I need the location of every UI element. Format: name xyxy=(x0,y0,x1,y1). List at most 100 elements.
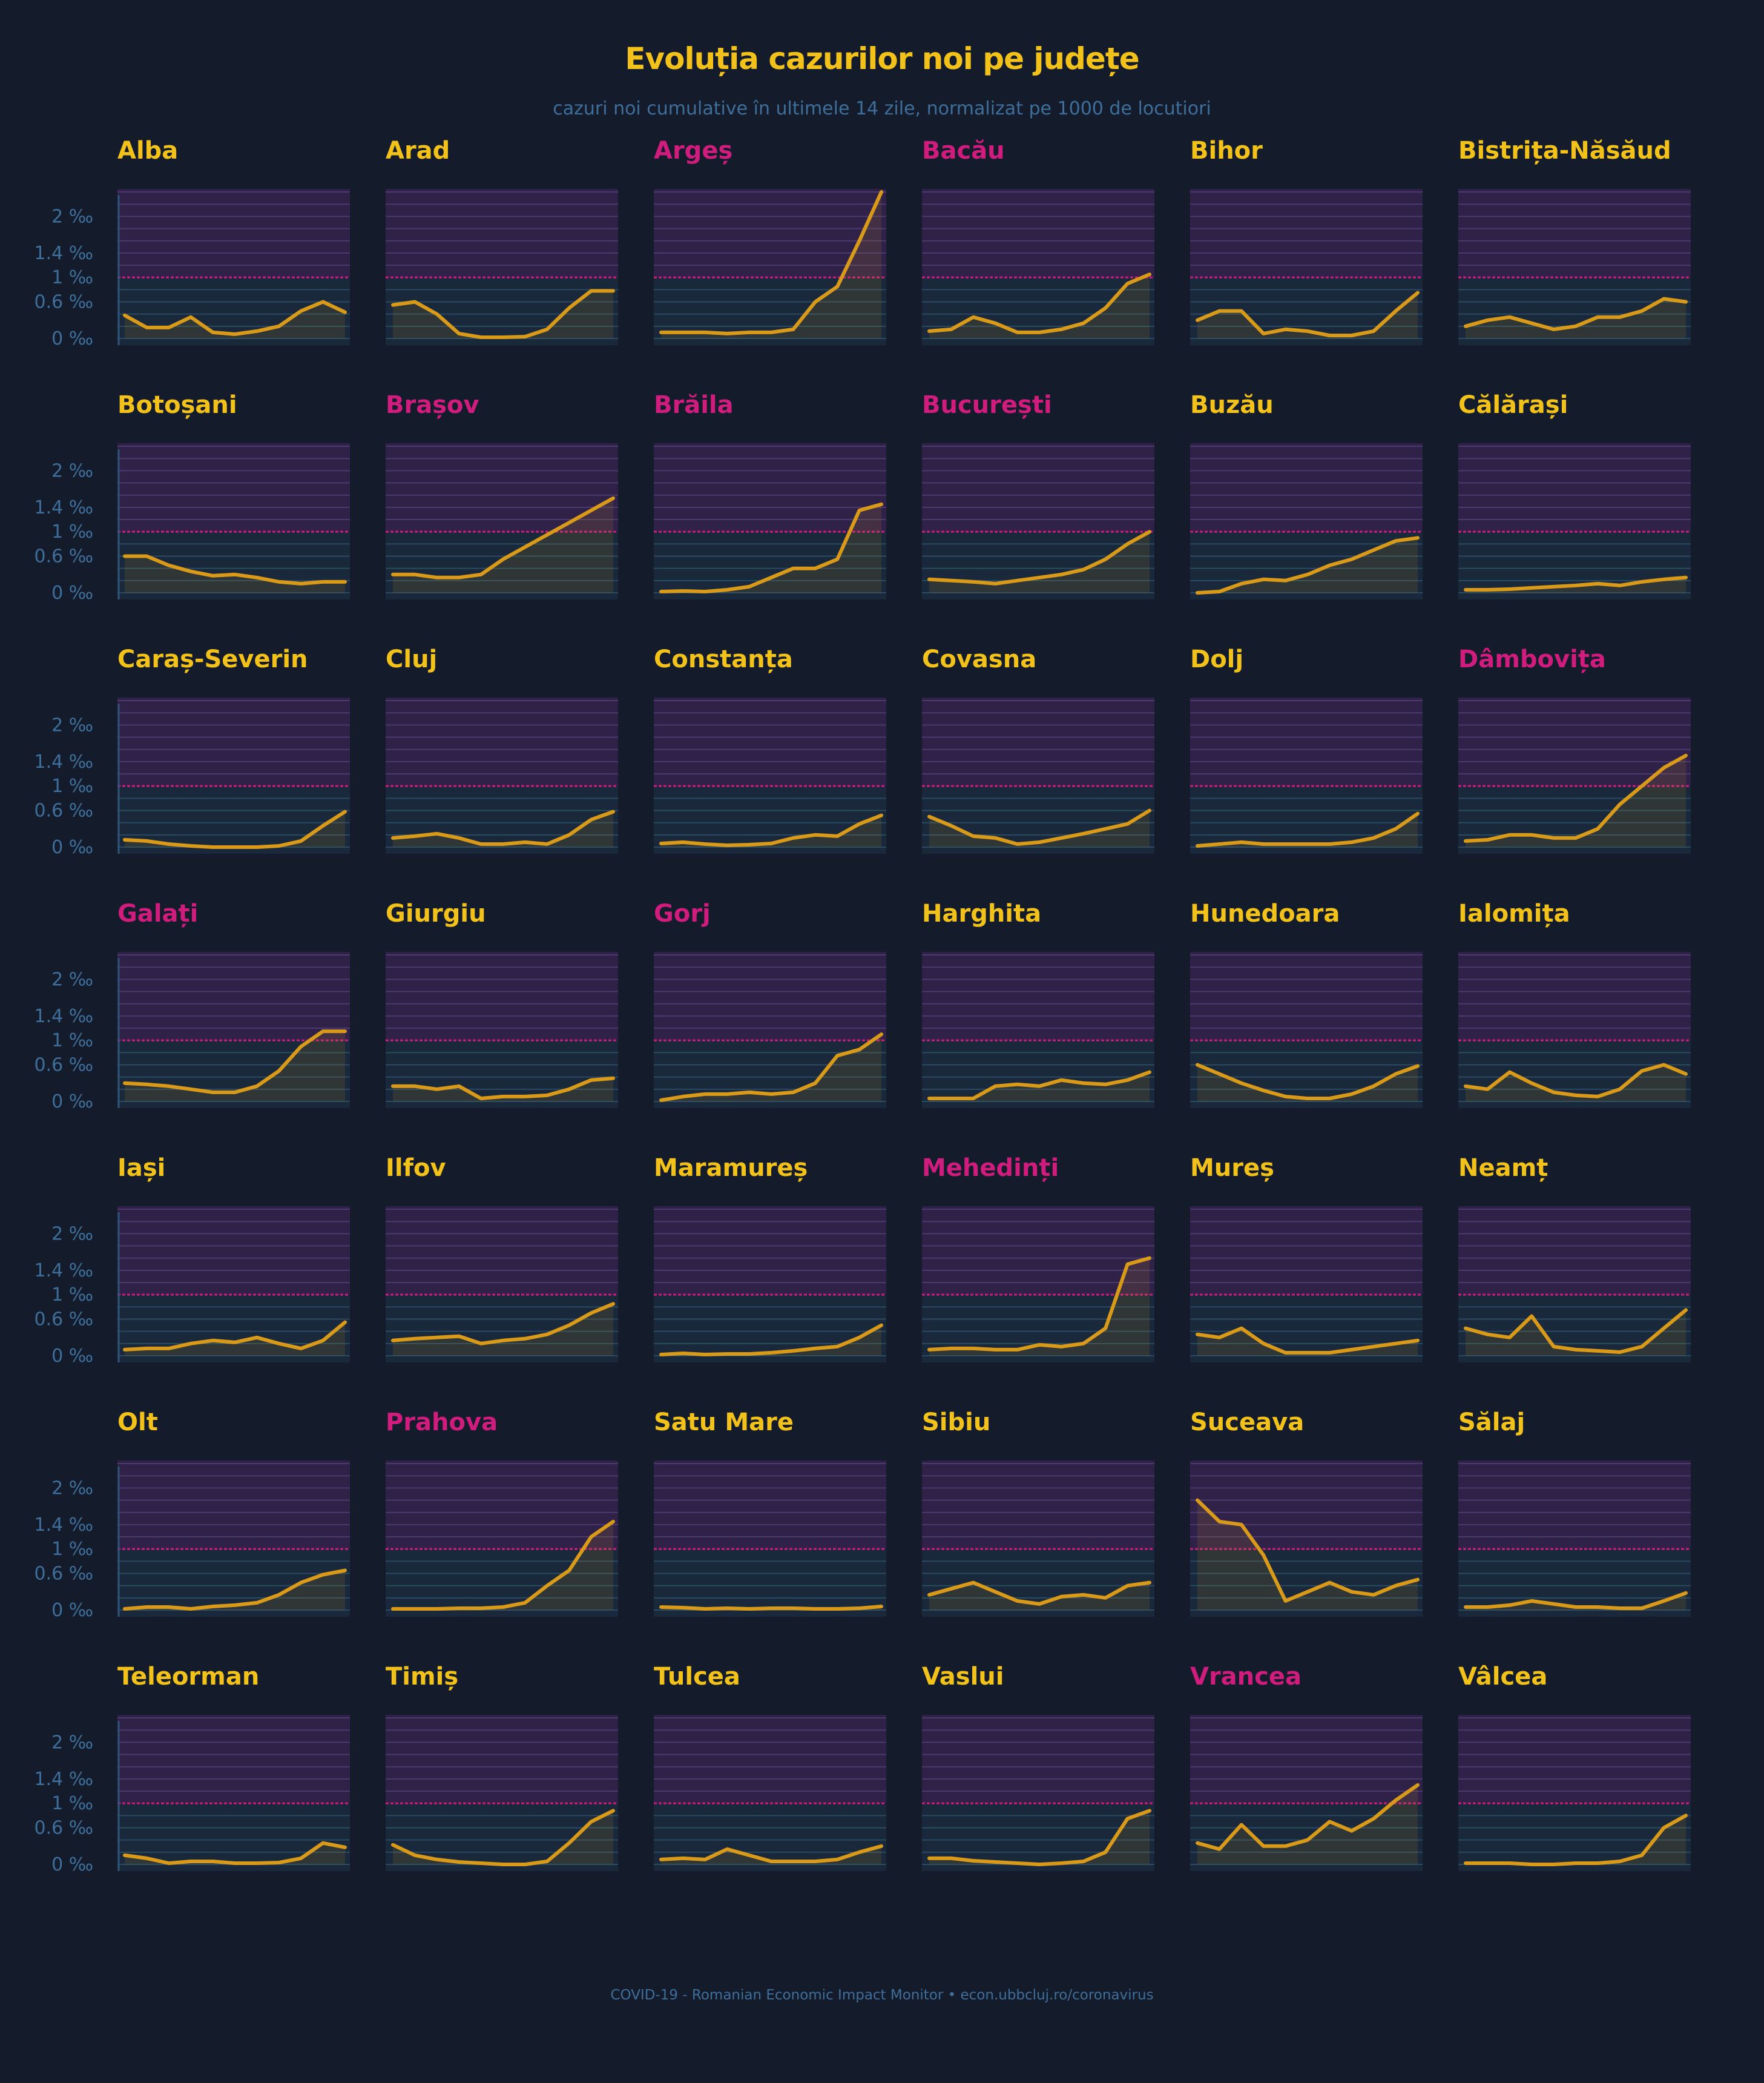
panel-39: Tulcea xyxy=(654,1663,886,1871)
panel-title: Giurgiu xyxy=(386,900,486,928)
y-tick-label: 0 ‰ xyxy=(51,837,93,858)
series-line xyxy=(391,289,615,339)
low-zone xyxy=(386,1803,618,1871)
high-zone xyxy=(1190,189,1423,278)
panel-33: Satu Mare xyxy=(654,1408,886,1617)
high-zone xyxy=(117,443,350,532)
panel-title: Galați xyxy=(117,900,198,928)
series-line xyxy=(391,810,615,846)
panel-title: Mehedinți xyxy=(922,1154,1059,1182)
series-area xyxy=(661,504,881,593)
y-tick-label: 1 ‰ xyxy=(51,521,93,543)
series-line xyxy=(1464,753,1688,843)
series-area xyxy=(1466,1065,1686,1101)
y-tick-label: 2 ‰ xyxy=(51,715,93,736)
y-tick-label: 1.4 ‰ xyxy=(35,1514,94,1536)
panel-18: Dâmbovița xyxy=(1458,645,1691,854)
y-tick-label: 0 ‰ xyxy=(51,1854,93,1875)
panel-24: Ialomița xyxy=(1458,900,1691,1108)
panel-28: Mehedinți xyxy=(922,1154,1154,1362)
panel-title: Neamț xyxy=(1458,1154,1548,1182)
panel-title: Buzău xyxy=(1190,391,1274,419)
y-tick-label: 2 ‰ xyxy=(51,1477,93,1499)
panel-22: Harghita xyxy=(922,900,1154,1108)
panel-title: Constanța xyxy=(654,645,793,673)
high-zone xyxy=(117,1206,350,1295)
y-tick-label: 0.6 ‰ xyxy=(35,801,94,822)
y-tick-label: 0 ‰ xyxy=(51,328,93,349)
high-zone xyxy=(1458,952,1691,1041)
series-area xyxy=(125,1570,345,1610)
series-line xyxy=(1464,297,1688,331)
high-zone xyxy=(922,1461,1154,1550)
panel-title: Maramureș xyxy=(654,1154,808,1182)
y-tick-label: 2 ‰ xyxy=(51,969,93,990)
low-zone xyxy=(922,1295,1154,1362)
y-tick-label: 0 ‰ xyxy=(51,1600,93,1621)
panel-27: Maramureș xyxy=(654,1154,886,1362)
y-tick-label: 0.6 ‰ xyxy=(35,546,94,567)
panel-title: Arad xyxy=(386,137,450,165)
series-area xyxy=(929,532,1150,593)
panel-title: Cluj xyxy=(386,645,437,673)
series-area xyxy=(929,1582,1150,1610)
y-tick-label: 0.6 ‰ xyxy=(35,292,94,313)
high-zone xyxy=(1190,443,1423,532)
y-tick-label: 1 ‰ xyxy=(51,1284,93,1306)
panel-title: Vâlcea xyxy=(1458,1663,1547,1691)
panel-title: Tulcea xyxy=(654,1663,740,1691)
series-line xyxy=(927,808,1151,846)
y-tick-label: 1.4 ‰ xyxy=(35,1006,94,1027)
series-line xyxy=(123,554,347,586)
panel-17: Dolj xyxy=(1190,645,1423,854)
panel-title: Olt xyxy=(117,1408,158,1436)
low-zone xyxy=(117,1040,350,1108)
y-tick-label: 1 ‰ xyxy=(51,267,93,288)
high-zone xyxy=(654,443,886,532)
series-line xyxy=(391,1519,615,1611)
series-area xyxy=(1466,1310,1686,1356)
series-line xyxy=(659,1323,883,1356)
panel-38: Timiș xyxy=(386,1663,618,1871)
y-tick-label: 2 ‰ xyxy=(51,1732,93,1753)
series-area xyxy=(393,811,613,847)
panel-title: Brașov xyxy=(386,391,479,419)
panel-42: Vâlcea xyxy=(1458,1663,1691,1871)
panel-title: Ilfov xyxy=(386,1154,446,1182)
y-tick-label: 0.6 ‰ xyxy=(35,1309,94,1330)
high-zone xyxy=(1458,1461,1691,1550)
series-line xyxy=(659,502,883,593)
low-zone xyxy=(922,532,1154,599)
panel-37: Teleorman 0 ‰ 0.6 ‰ 1 ‰ 1.4 ‰ 2 ‰ xyxy=(35,1663,350,1875)
high-zone xyxy=(386,1461,618,1550)
panel-title: Vrancea xyxy=(1190,1663,1302,1691)
panel-6: Bistrița-Năsăud xyxy=(1458,137,1691,345)
y-tick-label: 0.6 ‰ xyxy=(35,1563,94,1585)
series-line xyxy=(123,810,347,849)
y-tick-label: 2 ‰ xyxy=(51,460,93,481)
chart-subtitle: cazuri noi cumulative în ultimele 14 zil… xyxy=(553,98,1211,119)
panel-26: Ilfov xyxy=(386,1154,618,1362)
panel-7: Botoșani 0 ‰ 0.6 ‰ 1 ‰ 1.4 ‰ 2 ‰ xyxy=(35,391,350,604)
series-line xyxy=(391,496,615,579)
high-zone xyxy=(922,1715,1154,1804)
panel-9: Brăila xyxy=(654,391,886,599)
panel-11: Buzău xyxy=(1190,391,1423,599)
low-zone xyxy=(1190,1549,1423,1617)
high-zone xyxy=(117,952,350,1041)
high-zone xyxy=(386,189,618,278)
series-area xyxy=(1466,299,1686,338)
high-zone xyxy=(1458,189,1691,278)
series-area xyxy=(661,192,881,338)
high-zone xyxy=(922,443,1154,532)
panel-10: București xyxy=(922,391,1154,599)
panel-title: București xyxy=(922,391,1052,419)
high-zone xyxy=(1458,443,1691,532)
series-line xyxy=(659,1844,883,1863)
y-tick-label: 1 ‰ xyxy=(51,1030,93,1051)
series-line xyxy=(659,1605,883,1611)
series-line xyxy=(391,1809,615,1866)
y-tick-label: 1.4 ‰ xyxy=(35,751,94,773)
panel-14: Cluj xyxy=(386,645,618,854)
